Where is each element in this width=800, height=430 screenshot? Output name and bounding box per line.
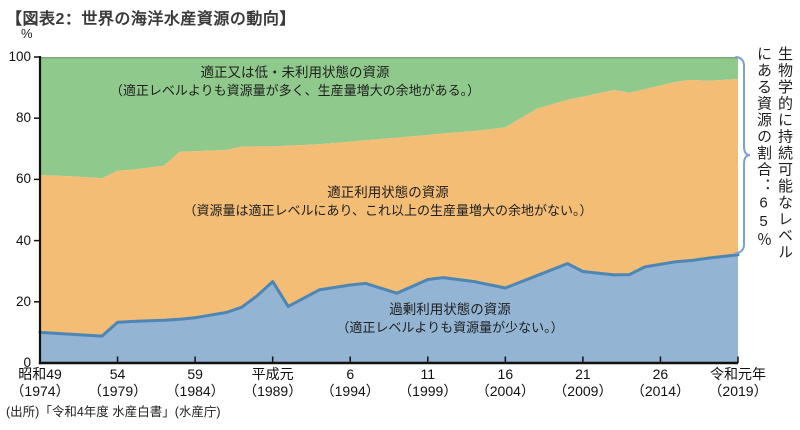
label-underfished-line2: （適正レベルよりも資源量が多く、生産量増大の余地がある。）	[109, 83, 481, 98]
y-axis-unit: %	[21, 26, 33, 41]
y-tick-label: 20	[15, 293, 31, 309]
label-fully-fished-line2: （資源量は適正レベルにあり、これ以上の生産量増大の余地がない。）	[183, 203, 593, 218]
x-tick-year: （1979）	[87, 383, 148, 399]
annotation-col2: にある資源の割合：65％	[755, 46, 772, 248]
label-underfished-area: 適正又は低・未利用状態の資源 （適正レベルよりも資源量が多く、生産量増大の余地が…	[40, 64, 550, 100]
label-underfished-line1: 適正又は低・未利用状態の資源	[200, 65, 390, 80]
area-overfished	[40, 254, 738, 363]
x-tick-year: （1999）	[398, 383, 458, 399]
label-overfished-area: 過剰利用状態の資源 （適正レベルよりも資源量が少ない。）	[250, 301, 650, 337]
label-fully-fished-area: 適正利用状態の資源 （資源量は適正レベルにあり、これ以上の生産量増大の余地がない…	[58, 184, 718, 220]
x-tick-era: 昭和49	[18, 366, 62, 382]
x-tick-year: （1994）	[320, 383, 380, 399]
x-tick-label: 11 （1999）	[380, 366, 476, 400]
x-tick-era: 21	[575, 366, 591, 382]
area-underfished	[40, 57, 738, 179]
x-tick-year: （2009）	[553, 383, 613, 399]
annotation-col1: 生物学的に持続可能なレベル	[776, 46, 793, 261]
x-tick-era: 平成元	[251, 366, 294, 382]
x-tick-era: 6	[346, 366, 355, 382]
label-overfished-line1: 過剰利用状態の資源	[389, 302, 511, 317]
brace-annotation	[735, 56, 751, 255]
y-tick-label: 80	[15, 110, 31, 126]
y-tick-label: 100	[8, 49, 31, 64]
label-overfished-line2: （適正レベルよりも資源量が少ない。）	[336, 320, 564, 335]
x-tick-year: （1974）	[10, 383, 70, 399]
x-tick-label: 6 （1994）	[302, 366, 398, 400]
label-fully-fished-line1: 適正利用状態の資源	[327, 185, 449, 200]
x-tick-label: 昭和49 （1974）	[0, 366, 88, 400]
x-tick-year: （1989）	[243, 383, 303, 399]
x-tick-era: 54	[109, 366, 126, 382]
y-tick-label: 60	[15, 171, 31, 187]
x-tick-year: （1984）	[165, 383, 225, 399]
overfished-boundary-line	[38, 253, 740, 338]
x-tick-era: 11	[420, 366, 436, 382]
x-tick-era: 令和元年	[710, 366, 766, 382]
x-tick-year: （2019）	[708, 383, 768, 399]
sustainable-share-annotation: 生物学的に持続可能なレベル にある資源の割合：65％	[753, 46, 795, 356]
x-tick-label: 59 （1984）	[147, 366, 243, 400]
x-tick-label: 令和元年 （2019）	[690, 366, 786, 400]
area-fully-fished	[40, 79, 738, 337]
x-tick-label: 21 （2009）	[535, 366, 631, 400]
figure-title: 【図表2：世界の海洋水産資源の動向】	[6, 11, 296, 28]
source-note: (出所)「令和4年度 水産白書」(水産庁)	[6, 405, 221, 419]
x-tick-year: （2004）	[475, 383, 535, 399]
x-tick-year: （2014）	[630, 383, 691, 399]
x-tick-era: 16	[497, 366, 514, 382]
y-tick-label: 0	[23, 355, 31, 370]
x-tick-label: 54 （1979）	[70, 366, 166, 400]
x-tick-label: 16 （2004）	[457, 366, 553, 400]
x-tick-era: 59	[187, 366, 203, 382]
x-tick-label: 平成元 （1989）	[225, 366, 321, 400]
x-tick-era: 26	[652, 366, 669, 382]
x-tick-label: 26 （2014）	[612, 366, 708, 400]
y-tick-label: 40	[15, 232, 31, 248]
